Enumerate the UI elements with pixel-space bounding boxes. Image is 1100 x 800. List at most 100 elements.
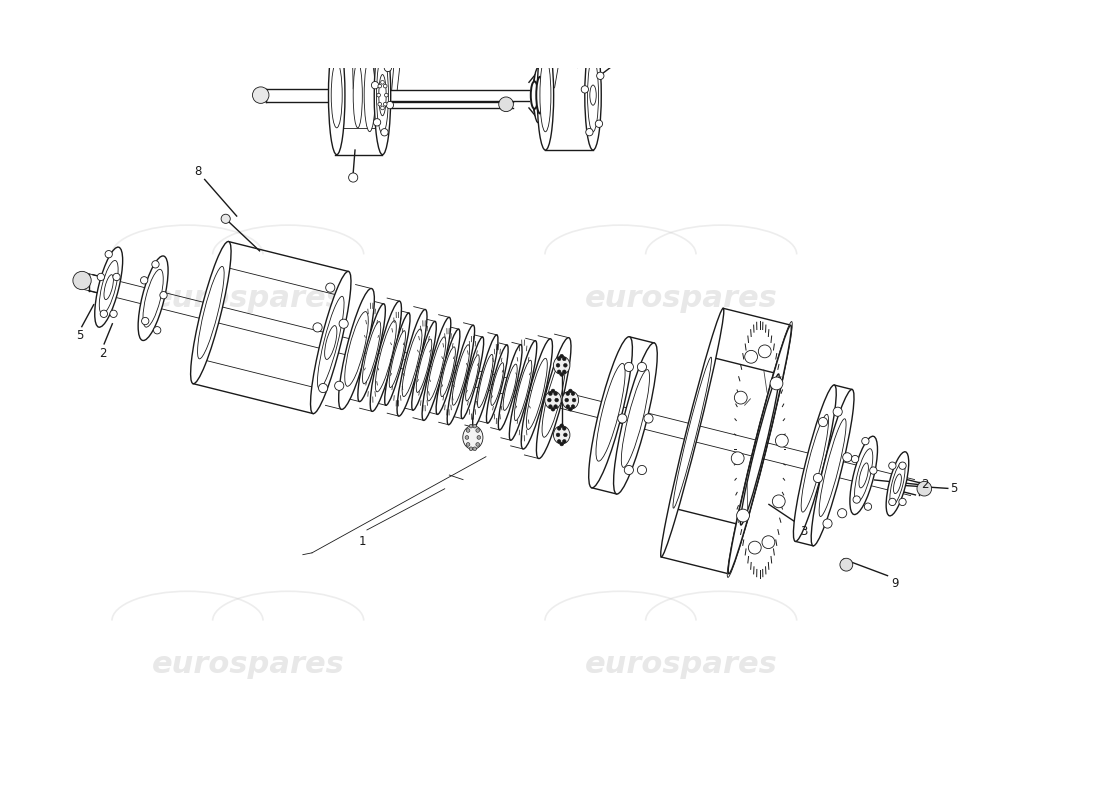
Ellipse shape [503, 364, 517, 410]
Text: 2: 2 [922, 478, 928, 491]
Ellipse shape [452, 345, 470, 405]
Circle shape [152, 261, 160, 268]
Ellipse shape [461, 337, 484, 418]
Ellipse shape [621, 370, 649, 467]
Circle shape [377, 94, 381, 97]
Ellipse shape [540, 58, 551, 132]
Ellipse shape [614, 343, 658, 494]
Ellipse shape [850, 436, 878, 514]
Ellipse shape [221, 214, 230, 223]
Circle shape [339, 319, 349, 328]
Ellipse shape [416, 339, 432, 393]
Ellipse shape [560, 373, 563, 376]
Text: 11: 11 [392, 0, 407, 2]
Ellipse shape [521, 338, 552, 449]
Ellipse shape [353, 62, 362, 128]
Circle shape [748, 541, 761, 554]
Ellipse shape [376, 57, 388, 134]
Ellipse shape [554, 398, 559, 402]
Circle shape [154, 326, 161, 334]
Ellipse shape [557, 433, 560, 437]
Ellipse shape [374, 36, 390, 154]
Ellipse shape [548, 398, 551, 402]
Ellipse shape [363, 322, 381, 384]
Circle shape [637, 362, 647, 371]
Ellipse shape [339, 289, 374, 410]
Circle shape [334, 382, 344, 390]
Circle shape [386, 102, 394, 109]
Ellipse shape [349, 173, 358, 182]
Circle shape [889, 462, 896, 470]
Ellipse shape [562, 370, 566, 374]
Circle shape [104, 250, 112, 258]
Ellipse shape [473, 447, 476, 450]
Ellipse shape [95, 247, 123, 327]
Ellipse shape [553, 392, 558, 395]
Circle shape [843, 453, 851, 462]
Ellipse shape [562, 357, 566, 361]
Ellipse shape [537, 40, 553, 150]
Ellipse shape [727, 322, 792, 578]
Ellipse shape [486, 345, 508, 423]
Ellipse shape [890, 462, 905, 505]
Circle shape [823, 519, 832, 528]
Ellipse shape [477, 436, 481, 439]
Circle shape [861, 438, 869, 445]
Text: eurospares: eurospares [152, 284, 344, 313]
Circle shape [917, 482, 932, 496]
Ellipse shape [463, 426, 483, 450]
Ellipse shape [422, 318, 451, 421]
Ellipse shape [411, 322, 437, 410]
Ellipse shape [470, 424, 473, 428]
Circle shape [833, 407, 843, 416]
Ellipse shape [473, 335, 498, 427]
Ellipse shape [329, 36, 345, 154]
Ellipse shape [534, 68, 542, 122]
Circle shape [762, 536, 774, 549]
Ellipse shape [558, 357, 561, 361]
Circle shape [113, 274, 120, 281]
Ellipse shape [491, 362, 504, 406]
Ellipse shape [549, 405, 552, 409]
Circle shape [840, 558, 852, 571]
Circle shape [650, 26, 664, 40]
Ellipse shape [893, 474, 901, 494]
Ellipse shape [331, 62, 342, 128]
Text: 5: 5 [76, 330, 84, 342]
Ellipse shape [448, 325, 474, 425]
Circle shape [378, 102, 382, 106]
Ellipse shape [358, 304, 385, 402]
Ellipse shape [364, 58, 375, 132]
Circle shape [326, 283, 334, 292]
Circle shape [899, 498, 906, 506]
Ellipse shape [661, 308, 724, 557]
Circle shape [319, 383, 328, 393]
Text: 8: 8 [195, 165, 202, 178]
Ellipse shape [728, 325, 791, 574]
Text: 2: 2 [99, 346, 107, 360]
Ellipse shape [562, 439, 566, 443]
Ellipse shape [498, 97, 514, 112]
Ellipse shape [553, 356, 570, 374]
Circle shape [899, 462, 906, 470]
Circle shape [253, 87, 270, 103]
Ellipse shape [544, 391, 561, 410]
Ellipse shape [562, 391, 579, 410]
Ellipse shape [476, 442, 480, 446]
Text: 1: 1 [359, 535, 366, 549]
Ellipse shape [740, 374, 779, 525]
Circle shape [314, 323, 322, 332]
Ellipse shape [441, 347, 455, 397]
Circle shape [745, 350, 758, 363]
Ellipse shape [477, 354, 493, 408]
Circle shape [865, 503, 871, 510]
Ellipse shape [324, 326, 337, 359]
Ellipse shape [820, 418, 846, 517]
Text: 3: 3 [800, 525, 807, 538]
Ellipse shape [378, 74, 386, 116]
Ellipse shape [318, 296, 344, 389]
Circle shape [595, 120, 603, 127]
Ellipse shape [344, 311, 369, 386]
Ellipse shape [537, 338, 571, 458]
Ellipse shape [465, 436, 469, 439]
